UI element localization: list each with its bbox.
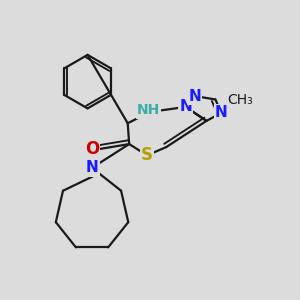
Text: CH₃: CH₃ (227, 93, 253, 107)
Text: N: N (86, 160, 98, 175)
Text: S: S (141, 146, 153, 164)
Text: N: N (215, 105, 228, 120)
Text: NH: NH (137, 103, 160, 118)
Text: N: N (179, 99, 192, 114)
Text: O: O (85, 140, 99, 158)
Text: N: N (188, 89, 201, 104)
